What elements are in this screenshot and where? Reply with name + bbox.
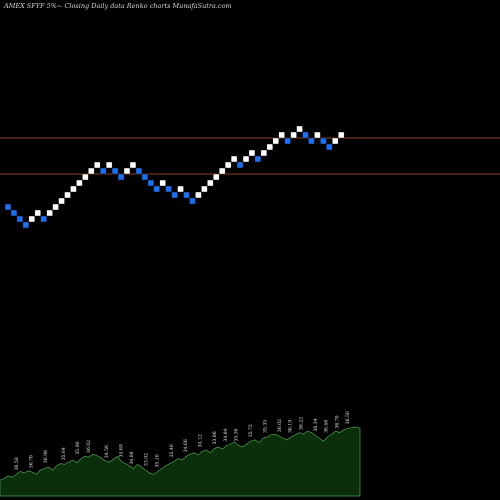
renko-brick xyxy=(254,155,262,163)
volume-label: 34.66 xyxy=(183,439,189,452)
renko-brick xyxy=(326,143,333,151)
renko-brick xyxy=(201,185,208,193)
renko-brick xyxy=(213,173,220,181)
renko-brick xyxy=(70,185,77,193)
volume-label: 35.90 xyxy=(75,441,81,454)
volume-label: 35.64 xyxy=(61,447,67,460)
renko-brick xyxy=(28,215,35,223)
renko-brick xyxy=(242,155,250,163)
renko-brick xyxy=(183,191,190,199)
renko-brick xyxy=(147,179,155,187)
renko-brick xyxy=(278,131,285,139)
renko-brick xyxy=(195,191,202,199)
volume-label: 33.92 xyxy=(144,453,150,466)
volume-label: 36.19 xyxy=(288,420,294,433)
renko-brick xyxy=(177,185,184,193)
volume-label: 34.12 xyxy=(198,434,204,447)
renko-brick xyxy=(284,137,291,145)
renko-brick xyxy=(165,185,172,193)
volume-label: 36.46 xyxy=(324,420,330,433)
volume-label: 34.56 xyxy=(104,445,110,458)
renko-brick xyxy=(82,173,89,181)
renko-brick xyxy=(64,191,71,199)
renko-brick xyxy=(76,179,83,187)
renko-brick xyxy=(88,167,95,175)
renko-brick xyxy=(99,167,107,175)
volume-label: 33.86 xyxy=(212,431,218,444)
renko-brick xyxy=(105,161,113,169)
chart-title: AMEX SFYF 5%~ Closing Daily data Renko c… xyxy=(3,2,232,10)
volume-label: 35.35 xyxy=(262,420,268,433)
renko-brick xyxy=(16,215,24,223)
volume-fill xyxy=(0,426,361,497)
renko-brick xyxy=(159,179,166,187)
renko-brick xyxy=(218,167,226,175)
renko-brick xyxy=(40,215,47,223)
renko-brick xyxy=(52,203,59,211)
renko-brick xyxy=(153,185,160,193)
volume-labels: 36.58 36.76 36.98 35.64 35.90 36.02 34.56 34.69… xyxy=(14,411,351,470)
renko-brick xyxy=(314,131,321,139)
renko-brick xyxy=(236,161,244,169)
renko-brick xyxy=(111,167,119,175)
renko-brick xyxy=(171,191,178,199)
volume-label: 36.22 xyxy=(298,417,304,430)
volume-label: 35.10 xyxy=(154,454,160,467)
renko-brick xyxy=(260,149,268,157)
volume-label: 36.58 xyxy=(14,457,20,470)
volume-area xyxy=(0,426,361,497)
volume-label: 36.34 xyxy=(313,418,319,431)
volume-label: 35.30 xyxy=(234,428,240,441)
renko-brick xyxy=(290,131,297,139)
renko-brick xyxy=(338,131,345,139)
renko-brick xyxy=(224,161,232,169)
renko-brick xyxy=(320,137,327,145)
renko-brick xyxy=(207,179,214,187)
volume-label: 36.76 xyxy=(28,455,34,468)
renko-bricks xyxy=(4,125,345,229)
volume-label: 34.69 xyxy=(118,444,124,457)
volume-label: 36.98 xyxy=(43,450,49,463)
renko-brick xyxy=(141,173,149,181)
renko-brick xyxy=(296,125,303,133)
volume-label: 34.84 xyxy=(223,428,229,441)
volume-label: 35.46 xyxy=(169,444,175,457)
renko-brick xyxy=(308,137,315,145)
volume-label: 36.02 xyxy=(277,419,283,432)
renko-brick xyxy=(248,149,256,157)
renko-brick xyxy=(189,197,196,205)
renko-brick xyxy=(4,203,12,211)
renko-brick xyxy=(58,197,65,205)
renko-brick xyxy=(117,173,125,181)
renko-brick xyxy=(135,167,143,175)
renko-brick xyxy=(272,137,279,145)
renko-brick xyxy=(302,131,309,139)
volume-label: 36.50 xyxy=(345,411,351,424)
volume-label: 36.02 xyxy=(86,440,92,453)
renko-brick xyxy=(129,161,137,169)
renko-brick xyxy=(230,155,238,163)
volume-label: 34.88 xyxy=(129,451,135,464)
renko-brick xyxy=(22,221,30,229)
renko-brick xyxy=(332,137,339,145)
renko-brick xyxy=(10,209,18,217)
renko-brick xyxy=(123,167,131,175)
volume-label: 35.72 xyxy=(248,424,254,437)
renko-brick xyxy=(34,209,41,217)
renko-brick xyxy=(266,143,273,151)
renko-brick xyxy=(46,209,53,217)
volume-label: 36.70 xyxy=(334,415,340,428)
renko-brick xyxy=(94,161,101,169)
